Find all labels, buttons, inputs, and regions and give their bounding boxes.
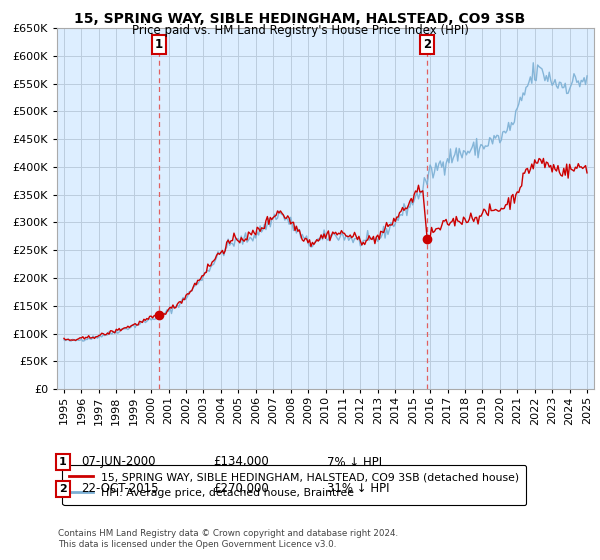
Text: Contains HM Land Registry data © Crown copyright and database right 2024.
This d: Contains HM Land Registry data © Crown c… <box>58 529 398 549</box>
Legend: 15, SPRING WAY, SIBLE HEDINGHAM, HALSTEAD, CO9 3SB (detached house), HPI: Averag: 15, SPRING WAY, SIBLE HEDINGHAM, HALSTEA… <box>62 465 526 505</box>
Text: 2: 2 <box>59 484 67 494</box>
Text: Price paid vs. HM Land Registry's House Price Index (HPI): Price paid vs. HM Land Registry's House … <box>131 24 469 36</box>
Text: £270,000: £270,000 <box>213 482 269 496</box>
Text: 15, SPRING WAY, SIBLE HEDINGHAM, HALSTEAD, CO9 3SB: 15, SPRING WAY, SIBLE HEDINGHAM, HALSTEA… <box>74 12 526 26</box>
Text: 31% ↓ HPI: 31% ↓ HPI <box>327 482 389 496</box>
Text: 1: 1 <box>155 38 163 51</box>
Text: 07-JUN-2000: 07-JUN-2000 <box>81 455 155 469</box>
Text: 22-OCT-2015: 22-OCT-2015 <box>81 482 158 496</box>
Text: 7% ↓ HPI: 7% ↓ HPI <box>327 455 382 469</box>
Text: 1: 1 <box>59 457 67 467</box>
Text: £134,000: £134,000 <box>213 455 269 469</box>
Text: 2: 2 <box>423 38 431 51</box>
